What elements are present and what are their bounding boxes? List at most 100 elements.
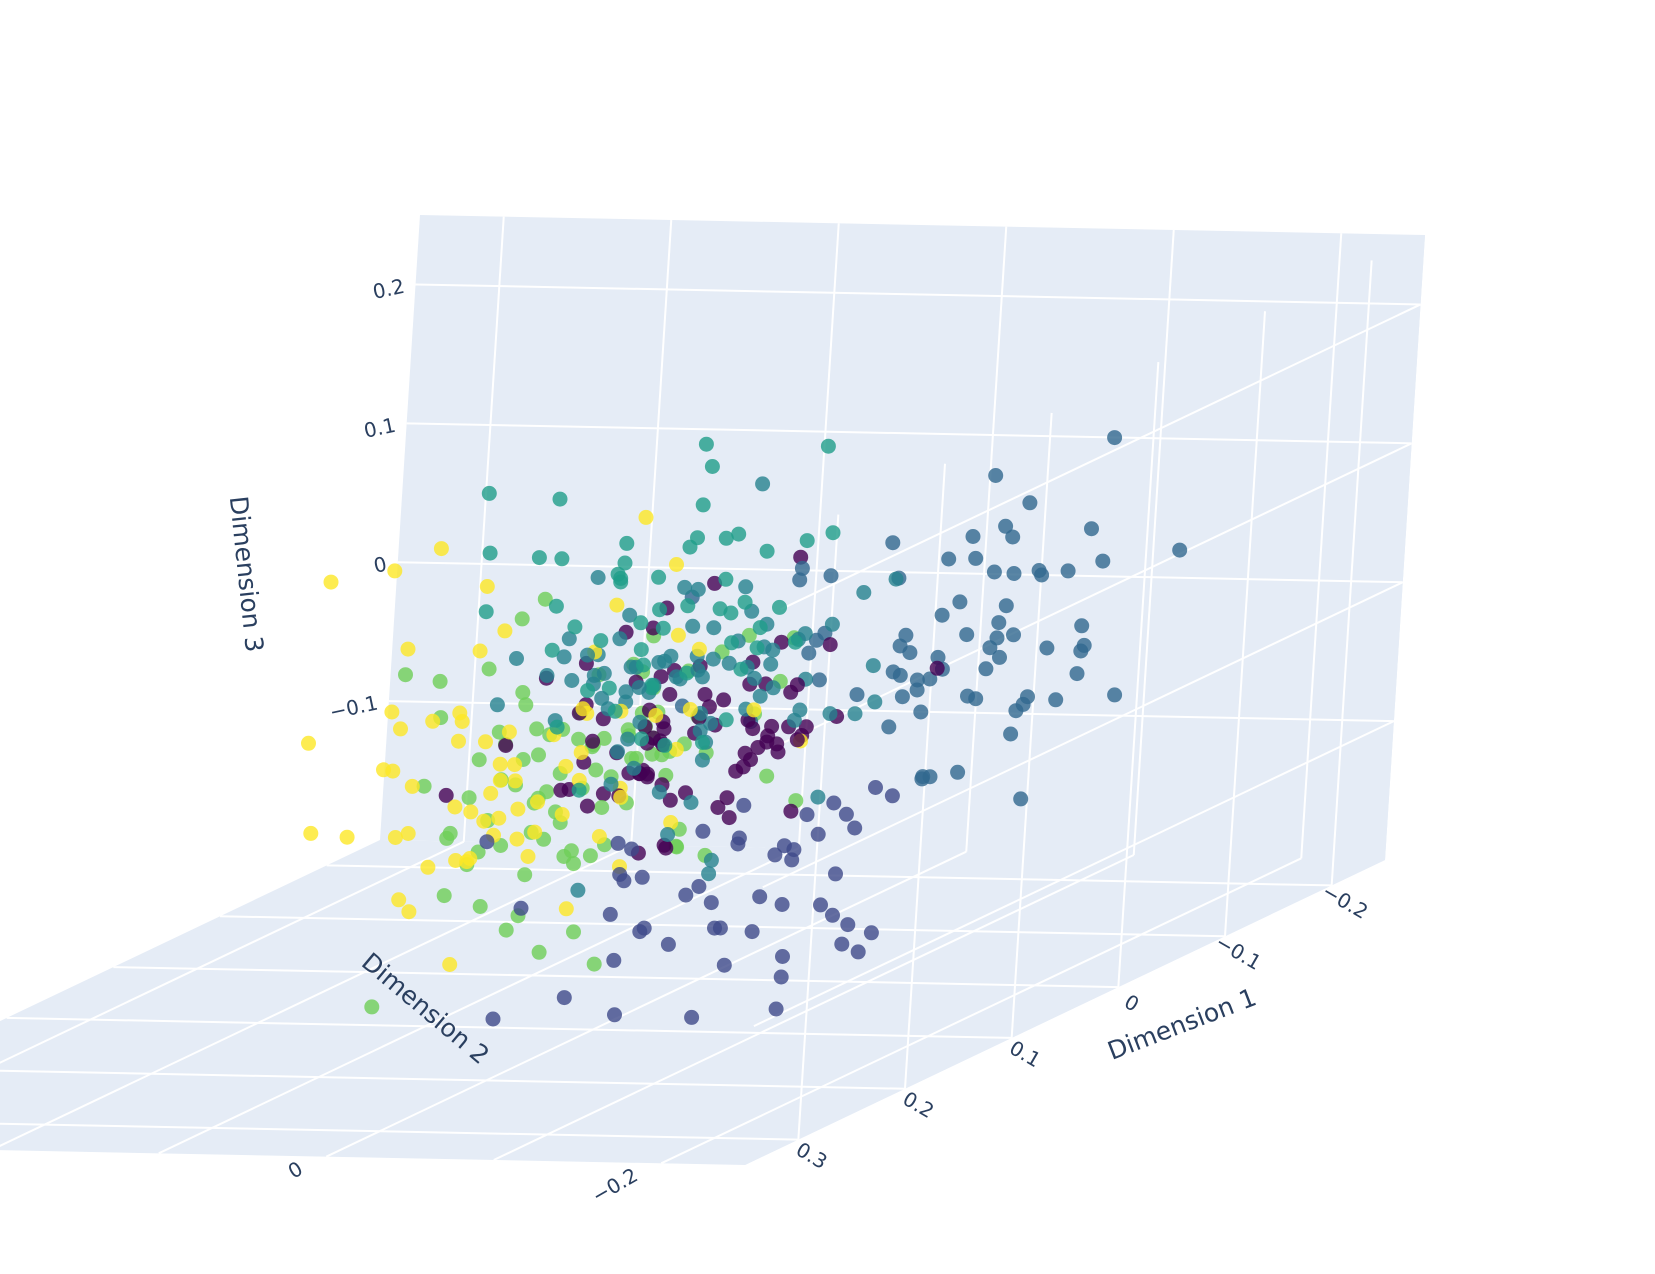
scatter-point	[695, 823, 711, 839]
scatter-point	[1107, 430, 1123, 446]
y-tick-label: −0.2	[588, 1163, 642, 1208]
scatter-point	[652, 602, 668, 618]
scatter-point	[825, 525, 841, 541]
scatter-point	[530, 794, 545, 810]
scatter-point	[498, 738, 514, 753]
scatter-point	[838, 806, 854, 822]
z-gridline-left-wall	[406, 422, 1412, 445]
scatter-point	[799, 807, 815, 823]
scatter-point	[759, 543, 775, 559]
scatter-point	[847, 820, 863, 836]
scatter-point	[401, 904, 417, 920]
scatter-point	[884, 788, 900, 804]
scatter-point	[301, 735, 316, 751]
scatter-point	[1076, 637, 1092, 653]
scatter-point	[531, 944, 547, 960]
scatter-point	[591, 829, 607, 844]
scatter-point	[662, 792, 678, 808]
scatter-point	[586, 956, 602, 972]
scatter-point	[638, 509, 654, 525]
scatter-point	[639, 769, 655, 785]
scatter-point	[1039, 640, 1055, 656]
scatter-point	[632, 714, 648, 730]
scatter-point	[746, 702, 762, 718]
scatter-point	[750, 740, 766, 755]
scatter-point	[566, 856, 581, 872]
scatter-point	[478, 734, 493, 750]
scatter-point	[784, 852, 800, 868]
scatter-point	[719, 790, 735, 806]
scatter-point	[509, 831, 525, 847]
scatter-point	[825, 907, 840, 923]
scatter-point	[1006, 566, 1022, 581]
scatter-point	[472, 899, 488, 914]
scatter-point	[1005, 529, 1021, 545]
scatter-point	[801, 645, 817, 661]
x-gridline-floor	[6, 1016, 1012, 1039]
scatter-point	[479, 579, 495, 594]
scatter-point	[763, 656, 779, 672]
scatter-point	[644, 677, 660, 693]
scatter-point	[691, 641, 707, 657]
scatter-point	[736, 797, 752, 813]
scatter-point	[507, 773, 523, 789]
scatter-point	[697, 687, 713, 702]
scatter-point	[633, 615, 649, 631]
scatter-point	[463, 804, 479, 820]
scatter-point	[619, 535, 635, 551]
scatter-point	[909, 672, 925, 688]
scatter-point	[425, 713, 441, 729]
scatter-point	[636, 657, 651, 673]
scatter-point	[770, 744, 786, 760]
scatter-point	[648, 708, 664, 723]
scatter-point	[706, 620, 722, 636]
scatter-point	[707, 575, 723, 591]
scatter-point	[448, 853, 464, 868]
scatter-point	[703, 715, 719, 731]
x-tick-label: 0.2	[899, 1086, 939, 1123]
scatter-point	[606, 952, 622, 968]
scatter-point	[485, 1011, 501, 1027]
scatter-point	[432, 673, 448, 689]
scatter-point	[721, 810, 737, 826]
scatter-point	[752, 688, 768, 704]
scatter-point	[798, 719, 814, 735]
scatter-point	[656, 721, 672, 737]
scatter-point	[915, 769, 931, 785]
scatter-point	[1069, 666, 1085, 682]
scatter-point	[670, 627, 686, 643]
scatter-point	[556, 649, 572, 665]
scatter-point	[633, 642, 649, 658]
scatter-point	[622, 607, 638, 623]
scatter-point	[461, 790, 477, 806]
scatter-point	[387, 563, 403, 579]
scatter-point	[950, 764, 966, 780]
scatter-point	[624, 841, 640, 857]
scatter-point	[501, 724, 517, 740]
scatter-point	[677, 579, 693, 595]
y-gridline-wall	[1300, 233, 1343, 859]
scatter-point	[472, 643, 488, 659]
scatter-point	[558, 758, 574, 774]
scatter-point	[400, 641, 416, 657]
scatter-point	[968, 691, 984, 707]
x-axis-title: Dimension 1	[1104, 982, 1261, 1065]
scatter-point	[552, 491, 568, 507]
scatter-point	[894, 689, 910, 705]
scatter-point	[991, 615, 1007, 631]
scatter-point	[1084, 521, 1099, 537]
scatter-point	[749, 640, 765, 656]
scatter-point	[663, 815, 679, 830]
scatter-point	[716, 957, 732, 973]
scatter-point	[556, 990, 572, 1006]
scatter-point	[840, 917, 856, 933]
scatter-point	[1107, 687, 1123, 703]
scatter-point	[669, 557, 684, 572]
y-gridline-floor	[0, 840, 465, 1064]
scatter-point	[799, 533, 815, 549]
scatter-point	[634, 731, 649, 747]
scatter-point	[482, 545, 498, 561]
scatter-point	[570, 882, 586, 898]
